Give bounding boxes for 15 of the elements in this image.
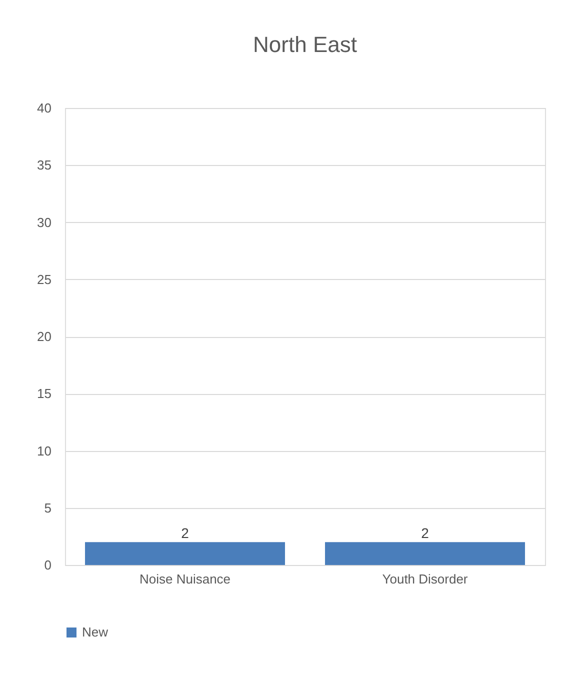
y-tick-label: 25 <box>37 272 52 287</box>
y-tick-label: 0 <box>44 558 52 572</box>
y-tick-label: 15 <box>37 386 52 402</box>
y-tick-label: 30 <box>37 214 52 230</box>
legend-label: New <box>82 624 109 640</box>
y-tick-label: 10 <box>37 443 52 458</box>
data-label: 2 <box>181 525 190 542</box>
x-tick-label: Noise Nuisance <box>139 572 231 586</box>
y-tick-label: 35 <box>37 158 52 173</box>
y-tick-label: 20 <box>37 329 52 344</box>
y-tick-label: 5 <box>44 500 52 516</box>
data-label: 2 <box>421 525 430 542</box>
y-tick-label: 40 <box>37 100 52 116</box>
chart-title: North East <box>253 32 357 57</box>
x-tick-label: Youth Disorder <box>382 572 468 586</box>
